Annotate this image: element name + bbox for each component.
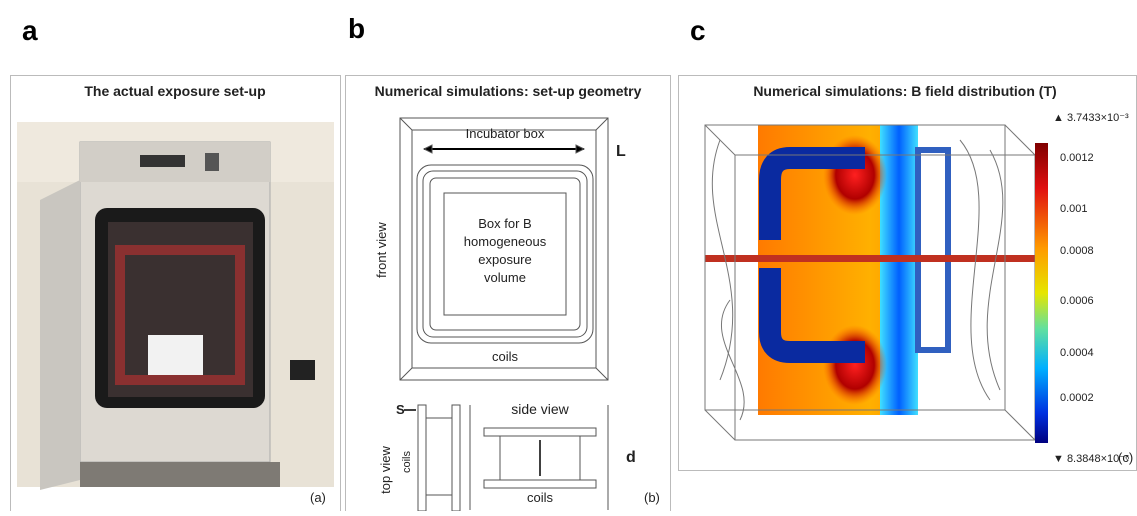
label: S <box>396 402 405 417</box>
colorbar-tick: 0.0008 <box>1060 245 1094 257</box>
label: coils <box>492 349 519 364</box>
label: exposure <box>478 252 531 267</box>
label: homogeneous <box>464 234 547 249</box>
label: front view <box>374 222 389 278</box>
label: Incubator box <box>466 126 545 141</box>
panel-tag: (b) <box>644 490 660 505</box>
panel-title: The actual exposure set-up <box>84 83 265 99</box>
panel-tag: (c) <box>1118 450 1133 465</box>
panel-letter: a <box>22 15 38 46</box>
label: Box for B <box>478 216 531 231</box>
figure: a b c The actual exposure set-up (a) Num… <box>0 0 1137 511</box>
label: volume <box>484 270 526 285</box>
panel-title: Numerical simulations: set-up geometry <box>375 83 642 99</box>
colorbar-tick: 0.001 <box>1060 203 1088 215</box>
panel-title: Numerical simulations: B field distribut… <box>753 83 1056 99</box>
label: top view <box>378 446 393 494</box>
colorbar-tick: 0.0004 <box>1060 347 1094 359</box>
colorbar-max: ▲ 3.7433×10⁻³ <box>1053 112 1129 124</box>
photo <box>17 122 334 490</box>
label: d <box>626 449 636 466</box>
label: L <box>616 143 626 160</box>
colorbar-tick: 0.0012 <box>1060 152 1094 164</box>
colorbar-tick: 0.0006 <box>1060 295 1094 307</box>
label: side view <box>511 401 569 417</box>
label: coils <box>527 490 554 505</box>
panel-letter: c <box>690 15 706 46</box>
page: { "panels": [ {"letter": "a", "title": "… <box>0 0 1137 511</box>
panel-letter: b <box>348 13 365 44</box>
panel-tag: (a) <box>310 490 326 505</box>
colorbar <box>1035 143 1048 443</box>
colorbar-tick: 0.0002 <box>1060 392 1094 404</box>
label: coils <box>401 451 413 474</box>
